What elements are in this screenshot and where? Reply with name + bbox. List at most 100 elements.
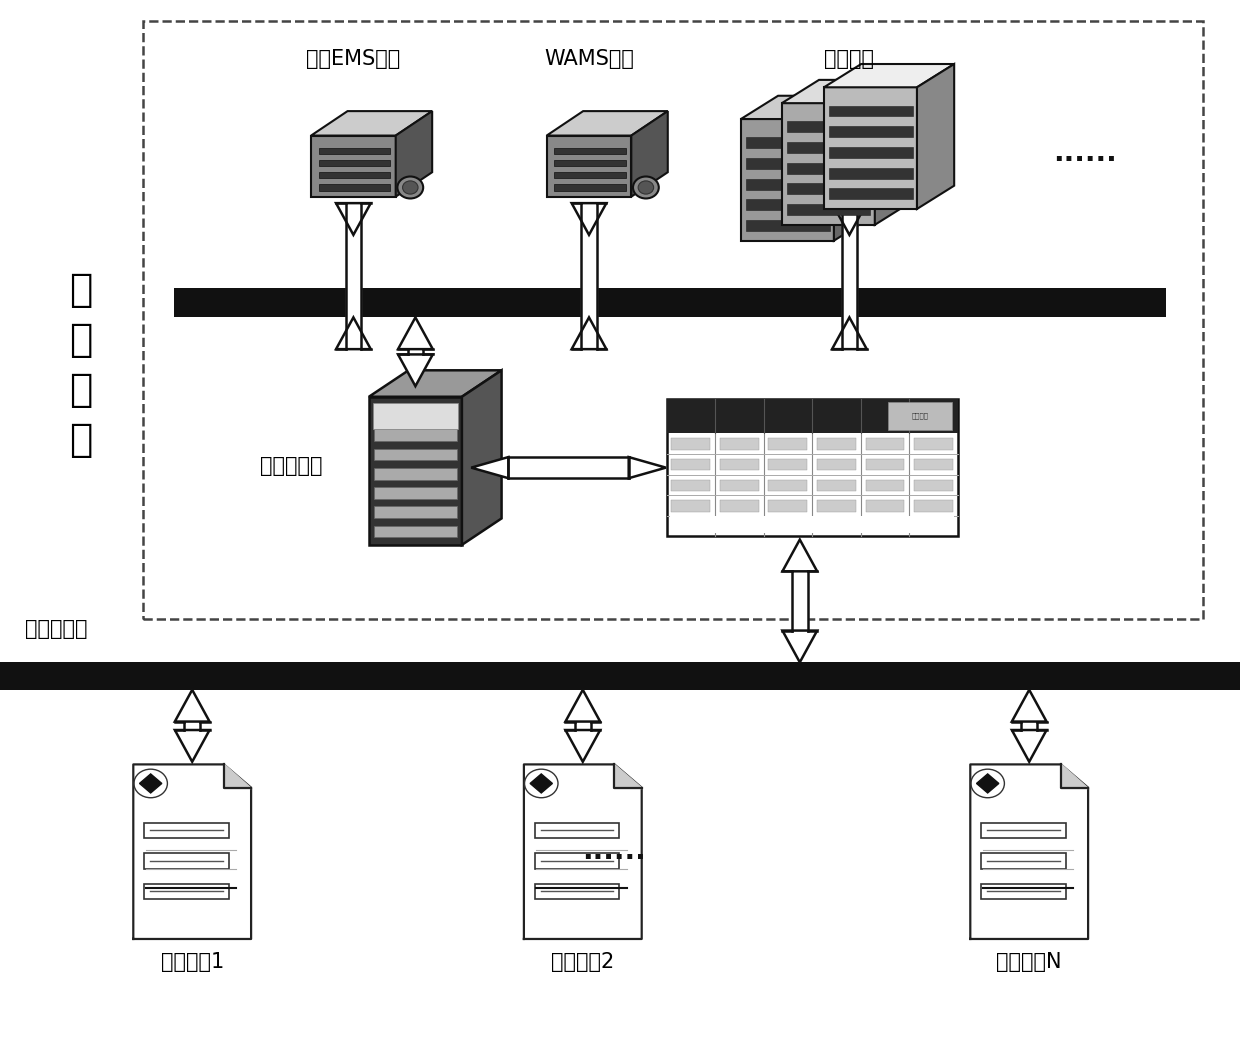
Text: 并行计算: 并行计算 <box>825 49 874 69</box>
Bar <box>671 479 711 491</box>
Bar <box>914 459 954 471</box>
Polygon shape <box>408 349 423 354</box>
Polygon shape <box>398 317 433 349</box>
Polygon shape <box>175 690 210 722</box>
Bar <box>817 438 856 450</box>
Polygon shape <box>823 87 916 209</box>
Bar <box>720 521 759 532</box>
Bar <box>373 403 459 430</box>
Bar <box>769 438 807 450</box>
Polygon shape <box>740 96 870 120</box>
Bar <box>888 402 952 430</box>
Polygon shape <box>614 764 642 787</box>
Bar <box>720 479 759 491</box>
Polygon shape <box>781 104 874 225</box>
Bar <box>769 500 807 512</box>
Bar <box>554 148 626 153</box>
Bar <box>981 823 1065 838</box>
Polygon shape <box>175 730 210 762</box>
Bar <box>914 500 954 512</box>
Bar <box>534 883 619 899</box>
Bar <box>745 220 830 231</box>
Bar <box>720 438 759 450</box>
Polygon shape <box>970 764 1089 940</box>
Bar <box>745 138 830 148</box>
Polygon shape <box>471 457 508 478</box>
Bar <box>828 167 913 179</box>
Polygon shape <box>139 774 161 794</box>
Bar <box>0 662 1240 690</box>
Polygon shape <box>311 111 433 135</box>
Polygon shape <box>547 135 631 197</box>
Polygon shape <box>370 397 461 545</box>
Polygon shape <box>631 111 668 197</box>
Polygon shape <box>336 317 371 349</box>
Polygon shape <box>782 631 817 662</box>
Polygon shape <box>346 203 361 349</box>
Bar <box>374 468 458 479</box>
Polygon shape <box>336 203 371 235</box>
Circle shape <box>639 181 653 194</box>
Bar <box>374 430 458 441</box>
Text: 稳控系统1: 稳控系统1 <box>160 952 224 972</box>
Polygon shape <box>565 690 600 722</box>
Bar <box>914 479 954 491</box>
Bar <box>866 459 904 471</box>
Bar <box>143 21 1203 619</box>
Polygon shape <box>398 354 433 386</box>
Bar <box>786 183 870 195</box>
Bar <box>828 106 913 116</box>
Bar <box>174 288 1166 317</box>
Polygon shape <box>832 203 867 235</box>
Bar <box>817 459 856 471</box>
Text: 在线EMS数据: 在线EMS数据 <box>306 49 401 69</box>
Bar <box>828 147 913 158</box>
Bar <box>786 163 870 174</box>
Polygon shape <box>336 317 371 349</box>
Polygon shape <box>781 80 911 104</box>
Polygon shape <box>565 690 600 722</box>
Polygon shape <box>523 764 642 940</box>
Circle shape <box>632 177 658 199</box>
Bar <box>720 500 759 512</box>
Polygon shape <box>782 631 817 662</box>
Polygon shape <box>572 317 606 349</box>
Text: 稳控服务器: 稳控服务器 <box>260 456 322 475</box>
Polygon shape <box>572 203 606 235</box>
Bar <box>534 853 619 869</box>
Bar <box>769 521 807 532</box>
Polygon shape <box>977 774 999 794</box>
Polygon shape <box>336 203 371 235</box>
Polygon shape <box>311 135 396 197</box>
Polygon shape <box>572 317 606 349</box>
Polygon shape <box>629 457 666 478</box>
Bar <box>786 204 870 215</box>
Bar <box>769 479 807 491</box>
Bar <box>319 184 391 190</box>
Bar <box>828 188 913 199</box>
Circle shape <box>403 181 418 194</box>
Bar <box>866 438 904 450</box>
Polygon shape <box>572 203 606 235</box>
Bar <box>144 853 228 869</box>
Bar <box>786 142 870 153</box>
Bar <box>667 399 959 434</box>
Bar <box>866 521 904 532</box>
Polygon shape <box>832 203 867 235</box>
Polygon shape <box>782 540 817 571</box>
Circle shape <box>397 177 423 199</box>
Polygon shape <box>916 63 955 209</box>
Bar <box>374 411 458 422</box>
Polygon shape <box>370 370 501 397</box>
Text: 稳控系统N: 稳控系统N <box>997 952 1061 972</box>
Bar <box>817 479 856 491</box>
Text: ......: ...... <box>1053 140 1117 167</box>
Bar <box>786 122 870 132</box>
Bar <box>817 521 856 532</box>
Bar <box>671 515 955 533</box>
Bar <box>144 823 228 838</box>
Bar <box>866 479 904 491</box>
Polygon shape <box>396 111 433 197</box>
Bar <box>671 459 711 471</box>
Polygon shape <box>175 730 210 762</box>
